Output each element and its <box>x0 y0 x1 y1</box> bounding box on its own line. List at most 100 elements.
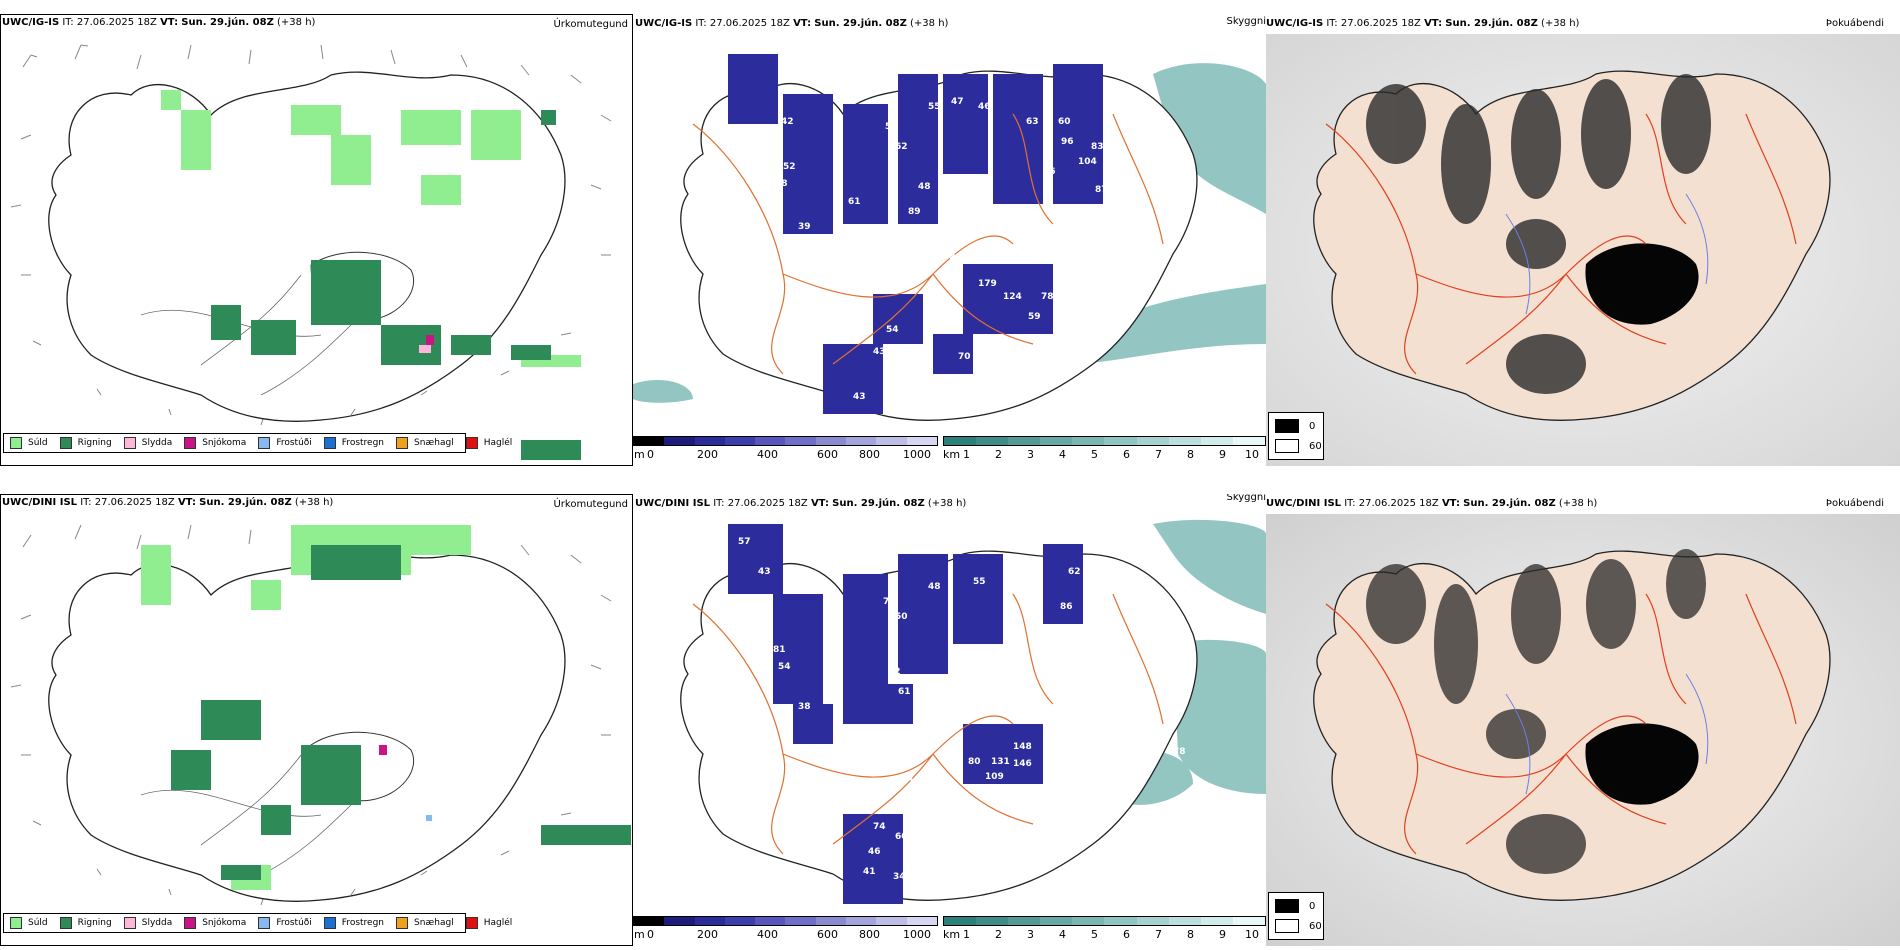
legend-item: Súld <box>10 917 48 929</box>
cloud-base-value: 54 <box>886 325 899 335</box>
lead-time: (+38 h) <box>1541 18 1580 29</box>
cloud-base-value: 78 <box>1173 747 1186 757</box>
colorbar-tick: 1 <box>963 928 970 941</box>
row1-fog-title: Þokuábendi <box>1825 18 1884 29</box>
colorbar-tick: 1 <box>963 448 970 461</box>
legend-label: Súld <box>28 918 48 928</box>
vt-label: VT: <box>160 17 179 28</box>
rivers-blue <box>1505 193 1709 315</box>
row1-precip-legend: Súld Rigning Slydda Snjókoma Frostúði Fr… <box>3 433 512 453</box>
fog-legend-swatch <box>1275 899 1299 913</box>
legend-swatch <box>323 437 336 449</box>
vt-value: Sun. 29.jún. 08Z <box>1463 498 1556 509</box>
roads-red <box>1325 113 1797 375</box>
cloud-base-value: 46 <box>1023 577 1036 587</box>
cloud-base-value: 86 <box>1060 602 1073 612</box>
colorbar-tick: 600 <box>817 928 838 941</box>
colorbar-tick: 5 <box>1091 928 1098 941</box>
cloud-base-value: 55 <box>885 122 898 132</box>
legend-swatch <box>10 917 22 929</box>
colorbar-tick: 200 <box>697 448 718 461</box>
colorbar-tick: 0 <box>647 928 654 941</box>
legend-label: Snæhagl <box>414 438 454 448</box>
legend-item: Rigning <box>59 437 112 449</box>
it-value: 27.06.2025 18Z <box>1340 18 1421 29</box>
row1-cloud-header: UWC/IG-IS IT: 27.06.2025 18Z VT: Sun. 29… <box>635 18 948 30</box>
legend-item: Slydda <box>123 917 172 929</box>
row1-visibility-colorbar: km 1 2 3 4 5 6 7 8 9 10 <box>943 436 1266 466</box>
legend-item: Slydda <box>123 437 172 449</box>
cloud-base-value: 41 <box>863 867 876 877</box>
colorbar-tick: 7 <box>1155 928 1162 941</box>
cloud-base-value: 39 <box>798 222 811 232</box>
row1-precip-header: UWC/IG-IS IT: 27.06.2025 18Z VT: Sun. 29… <box>2 17 315 29</box>
row1-cloudbase-colorbar: m 0 200 400 600 800 1000 <box>633 436 938 466</box>
model-name: UWC/IG-IS <box>1266 18 1324 29</box>
cloud-base-value: 58 <box>883 747 896 757</box>
legend-label: Snæhagl <box>414 918 454 928</box>
cloud-base-value: 52 <box>783 162 796 172</box>
legend-label: Frostúði <box>276 438 312 448</box>
legend-swatch <box>123 917 136 929</box>
precip-rain-areas <box>211 110 581 460</box>
cloud-base-value: 46 <box>978 102 991 112</box>
legend-item: Haglél <box>465 437 513 449</box>
colorbar-unit: km <box>943 928 961 941</box>
iceland-outline <box>48 551 566 902</box>
cloud-base-value: 38 <box>798 702 811 712</box>
row1-cloud-panel: 47 42 55 62 55 47 46 63 60 96 83 104 46 … <box>633 14 1266 466</box>
legend-label: Frostregn <box>341 918 385 928</box>
lead-time: (+38 h) <box>1558 498 1598 509</box>
row2-cloud-header: UWC/DINI ISL IT: 27.06.2025 18Z VT: Sun.… <box>635 498 966 510</box>
lead-time: (+38 h) <box>927 498 967 509</box>
row2-cloudbase-colorbar: m 0 200 400 600 800 1000 <box>633 916 938 946</box>
legend-swatch <box>258 917 271 929</box>
legend-label: Haglél <box>483 438 513 448</box>
cloud-base-value: 83 <box>1091 142 1104 152</box>
cloud-base-value: 50 <box>895 612 908 622</box>
vt-label: VT: <box>793 18 812 29</box>
colorbar-tick: 7 <box>1155 448 1162 461</box>
cloud-base-value: 62 <box>943 252 956 262</box>
lead-time: (+38 h) <box>294 497 334 508</box>
cloud-base-value: 48 <box>928 582 941 592</box>
legend-swatch <box>396 437 409 449</box>
cloud-base-value: 42 <box>781 117 794 127</box>
cloud-base-value: 70 <box>958 352 971 362</box>
vt-label: VT: <box>177 497 196 508</box>
precip-sleet-spot <box>419 345 431 353</box>
vt-label: VT: <box>810 498 829 509</box>
cloud-base-value: 60 <box>1058 117 1071 127</box>
wind-barbs <box>10 524 612 906</box>
it-label: IT: <box>695 18 707 29</box>
vt-value: Sun. 29.jún. 08Z <box>814 18 907 29</box>
cloud-base-numbers: 47 42 55 62 55 47 46 63 60 96 83 104 46 … <box>708 92 1108 407</box>
row2-precip-map <box>10 524 631 906</box>
colorbar-tick: 4 <box>1059 928 1066 941</box>
row2-cloud-title: Skyggni <box>1226 494 1266 503</box>
colorbar-tick: 6 <box>1123 928 1130 941</box>
colorbar-swatches <box>943 916 1266 926</box>
row1-cloud-map: 47 42 55 62 55 47 46 63 60 96 83 104 46 … <box>633 54 1266 421</box>
colorbar-tick: 600 <box>817 448 838 461</box>
model-name: UWC/DINI ISL <box>2 497 78 508</box>
colorbar-tick: 2 <box>995 928 1002 941</box>
precip-freezing-drizzle-spot <box>426 815 432 821</box>
cloud-base-value: 77 <box>998 207 1011 217</box>
vt-value: Sun. 29.jún. 08Z <box>832 498 925 509</box>
vt-value: Sun. 29.jún. 08Z <box>199 497 292 508</box>
glacier-fog-core <box>1585 723 1699 805</box>
row2-fog-header: UWC/DINI ISL IT: 27.06.2025 18Z VT: Sun.… <box>1266 498 1597 510</box>
row2-precip-panel: UWC/DINI ISL IT: 27.06.2025 18Z VT: Sun.… <box>0 494 633 946</box>
cloud-base-value: 43 <box>853 392 866 402</box>
row1-fog-map <box>1266 34 1900 466</box>
model-name: UWC/DINI ISL <box>635 498 711 509</box>
cloud-base-value: 47 <box>708 92 721 102</box>
row1-precip-map <box>10 44 612 460</box>
legend-item: Frostúði <box>258 437 312 449</box>
fog-legend-row: 0 <box>1275 899 1315 913</box>
it-label: IT: <box>62 17 74 28</box>
model-name: UWC/DINI ISL <box>1266 498 1342 509</box>
it-label: IT: <box>1344 498 1356 509</box>
model-name: UWC/IG-IS <box>635 18 693 29</box>
